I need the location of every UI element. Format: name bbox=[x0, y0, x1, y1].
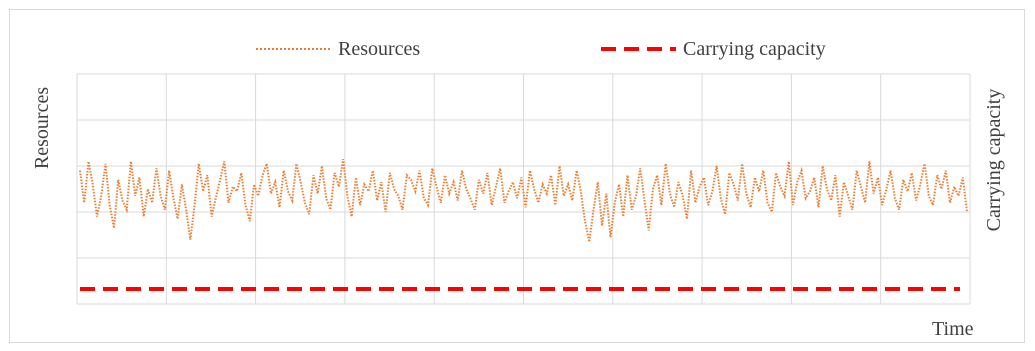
x-axis-title: Time bbox=[932, 318, 974, 340]
legend-resources-label: Resources bbox=[338, 38, 420, 60]
y-axis-left-title: Resources bbox=[31, 87, 53, 169]
series-resources-line bbox=[79, 158, 968, 243]
grid bbox=[76, 73, 971, 305]
plot-area bbox=[79, 158, 968, 291]
legend: Resources Carrying capacity bbox=[256, 38, 826, 60]
y-axis-right-title: Carrying capacity bbox=[983, 89, 1005, 232]
legend-carrying-capacity-label: Carrying capacity bbox=[683, 38, 826, 60]
